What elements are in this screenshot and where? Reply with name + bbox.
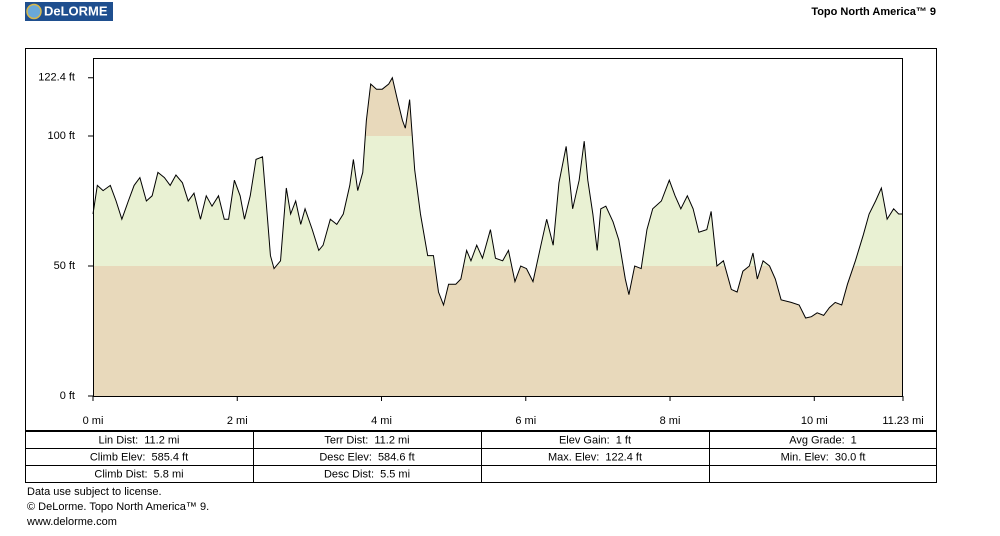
stat-cell: Climb Dist: 5.8 mi <box>94 468 183 480</box>
stat-cell: Elev Gain: 1 ft <box>559 434 631 446</box>
plot-border <box>93 58 903 397</box>
footer-line: © DeLorme. Topo North America™ 9. <box>27 501 209 513</box>
elevation-line <box>92 76 903 319</box>
stat-cell: Min. Elev: 30.0 ft <box>781 451 866 463</box>
stat-cell: Avg Grade: 1 <box>789 434 857 446</box>
stat-cell: Lin Dist: 11.2 mi <box>98 434 179 446</box>
stat-value: 585.4 ft <box>151 451 188 463</box>
stat-cell: Max. Elev: 122.4 ft <box>548 451 642 463</box>
logo-box <box>25 2 113 21</box>
stat-label: Avg Grade: <box>789 434 844 446</box>
x-tick-label: 10 mi <box>801 415 828 427</box>
x-tick-label: 8 mi <box>660 415 681 427</box>
logo-text: DeLORME <box>44 3 108 18</box>
stat-cell: Climb Elev: 585.4 ft <box>90 451 188 463</box>
stat-value: 1 ft <box>616 434 631 446</box>
elevation-band <box>93 266 903 396</box>
stat-value: 5.5 mi <box>380 468 410 480</box>
y-tick-label: 122.4 ft <box>38 72 75 84</box>
stat-cell: Desc Dist: 5.5 mi <box>324 468 410 480</box>
x-tick-label: 6 mi <box>515 415 536 427</box>
stat-label: Min. Elev: <box>781 451 829 463</box>
chart-frame <box>25 48 937 431</box>
stat-cell: Terr Dist: 11.2 mi <box>324 434 409 446</box>
stat-value: 30.0 ft <box>835 451 866 463</box>
stat-value: 122.4 ft <box>605 451 642 463</box>
y-tick-label: 0 ft <box>60 390 75 402</box>
y-tick-label: 50 ft <box>54 260 75 272</box>
logo-globe <box>26 3 42 20</box>
elevation-band <box>93 136 903 266</box>
elevation-band <box>93 77 903 136</box>
stat-label: Desc Dist: <box>324 468 374 480</box>
stat-value: 11.2 mi <box>374 434 409 446</box>
stat-value: 5.8 mi <box>154 468 184 480</box>
y-tick-label: 100 ft <box>47 130 75 142</box>
x-tick-label: 2 mi <box>227 415 248 427</box>
stat-label: Climb Elev: <box>90 451 146 463</box>
stat-label: Lin Dist: <box>98 434 138 446</box>
stat-value: 584.6 ft <box>378 451 415 463</box>
stat-value: 11.2 mi <box>144 434 179 446</box>
stat-label: Climb Dist: <box>94 468 147 480</box>
x-tick-label: 4 mi <box>371 415 392 427</box>
x-tick-label: 0 mi <box>83 415 104 427</box>
stat-label: Terr Dist: <box>324 434 368 446</box>
stat-cell: Desc Elev: 584.6 ft <box>319 451 414 463</box>
x-tick-label: 11.23 mi <box>882 415 923 427</box>
footer-line: Data use subject to license. <box>27 486 162 498</box>
stat-label: Max. Elev: <box>548 451 599 463</box>
stat-label: Elev Gain: <box>559 434 610 446</box>
stat-label: Desc Elev: <box>319 451 372 463</box>
stat-value: 1 <box>851 434 857 446</box>
product-name: Topo North America™ 9 <box>811 6 936 18</box>
footer-line: www.delorme.com <box>26 516 117 528</box>
